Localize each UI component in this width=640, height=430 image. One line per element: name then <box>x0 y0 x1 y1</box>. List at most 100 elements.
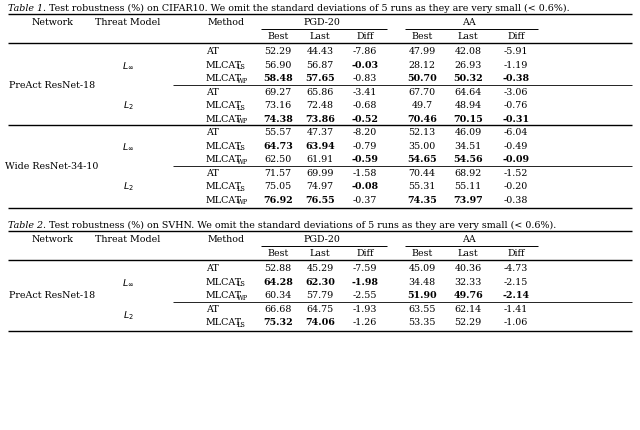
Text: MLCAT: MLCAT <box>206 182 242 191</box>
Text: -0.37: -0.37 <box>353 196 377 205</box>
Text: 34.51: 34.51 <box>454 142 482 151</box>
Text: 54.65: 54.65 <box>407 155 437 164</box>
Text: $L_2$: $L_2$ <box>123 99 133 112</box>
Text: 44.43: 44.43 <box>307 47 333 56</box>
Text: 58.48: 58.48 <box>263 74 293 83</box>
Text: 52.29: 52.29 <box>454 318 482 327</box>
Text: MLCAT: MLCAT <box>206 155 242 164</box>
Text: -4.73: -4.73 <box>504 264 528 273</box>
Text: 52.29: 52.29 <box>264 47 292 56</box>
Text: $L_\infty$: $L_\infty$ <box>122 60 134 71</box>
Text: MLCAT: MLCAT <box>206 115 242 124</box>
Text: 42.08: 42.08 <box>454 47 481 56</box>
Text: -6.04: -6.04 <box>504 128 528 137</box>
Text: AT: AT <box>206 47 219 56</box>
Text: 73.16: 73.16 <box>264 101 292 110</box>
Text: PGD-20: PGD-20 <box>303 18 340 27</box>
Text: MLCAT: MLCAT <box>206 61 242 70</box>
Text: Best: Best <box>268 32 289 41</box>
Text: $L_2$: $L_2$ <box>123 181 133 193</box>
Text: 64.64: 64.64 <box>454 88 482 97</box>
Text: 67.70: 67.70 <box>408 88 436 97</box>
Text: Diff: Diff <box>508 32 525 41</box>
Text: -3.41: -3.41 <box>353 88 377 97</box>
Text: 55.57: 55.57 <box>264 128 292 137</box>
Text: -0.38: -0.38 <box>502 74 529 83</box>
Text: MLCAT: MLCAT <box>206 142 242 151</box>
Text: 69.27: 69.27 <box>264 88 292 97</box>
Text: -1.26: -1.26 <box>353 318 377 327</box>
Text: Last: Last <box>458 249 478 258</box>
Text: Threat Model: Threat Model <box>95 235 161 244</box>
Text: 48.94: 48.94 <box>454 101 481 110</box>
Text: AT: AT <box>206 88 219 97</box>
Text: 74.97: 74.97 <box>307 182 333 191</box>
Text: 49.76: 49.76 <box>453 291 483 300</box>
Text: Test robustness (%) on SVHN. We omit the standard deviations of 5 runs as they a: Test robustness (%) on SVHN. We omit the… <box>46 221 556 230</box>
Text: $L_\infty$: $L_\infty$ <box>122 277 134 288</box>
Text: -3.06: -3.06 <box>504 88 528 97</box>
Text: MLCAT: MLCAT <box>206 101 242 110</box>
Text: MLCAT: MLCAT <box>206 318 242 327</box>
Text: 74.35: 74.35 <box>407 196 437 205</box>
Text: 76.55: 76.55 <box>305 196 335 205</box>
Text: -1.52: -1.52 <box>504 169 528 178</box>
Text: -1.58: -1.58 <box>353 169 377 178</box>
Text: 28.12: 28.12 <box>408 61 435 70</box>
Text: -2.14: -2.14 <box>502 291 529 300</box>
Text: LS: LS <box>237 185 245 193</box>
Text: -5.91: -5.91 <box>504 47 528 56</box>
Text: -8.20: -8.20 <box>353 128 377 137</box>
Text: 75.05: 75.05 <box>264 182 292 191</box>
Text: MLCAT: MLCAT <box>206 196 242 205</box>
Text: PreAct ResNet-18: PreAct ResNet-18 <box>9 291 95 300</box>
Text: -0.38: -0.38 <box>504 196 528 205</box>
Text: 75.32: 75.32 <box>263 318 293 327</box>
Text: $L_\infty$: $L_\infty$ <box>122 141 134 151</box>
Text: WP: WP <box>237 294 248 302</box>
Text: -0.68: -0.68 <box>353 101 377 110</box>
Text: WP: WP <box>237 117 248 126</box>
Text: 52.88: 52.88 <box>264 264 292 273</box>
Text: 46.09: 46.09 <box>454 128 482 137</box>
Text: 57.79: 57.79 <box>307 291 333 300</box>
Text: -7.86: -7.86 <box>353 47 377 56</box>
Text: 69.99: 69.99 <box>307 169 333 178</box>
Text: Best: Best <box>268 249 289 258</box>
Text: 45.09: 45.09 <box>408 264 436 273</box>
Text: LS: LS <box>237 321 245 329</box>
Text: 35.00: 35.00 <box>408 142 436 151</box>
Text: 57.65: 57.65 <box>305 74 335 83</box>
Text: 70.15: 70.15 <box>453 115 483 124</box>
Text: -2.15: -2.15 <box>504 278 528 287</box>
Text: MLCAT: MLCAT <box>206 278 242 287</box>
Text: 76.92: 76.92 <box>263 196 293 205</box>
Text: -0.31: -0.31 <box>502 115 529 124</box>
Text: 66.68: 66.68 <box>264 305 292 314</box>
Text: 64.75: 64.75 <box>307 305 333 314</box>
Text: 55.11: 55.11 <box>454 182 482 191</box>
Text: 70.44: 70.44 <box>408 169 435 178</box>
Text: Network: Network <box>31 235 73 244</box>
Text: 72.48: 72.48 <box>307 101 333 110</box>
Text: 47.99: 47.99 <box>408 47 436 56</box>
Text: Wide ResNet-34-10: Wide ResNet-34-10 <box>5 162 99 171</box>
Text: -1.06: -1.06 <box>504 318 528 327</box>
Text: MLCAT: MLCAT <box>206 74 242 83</box>
Text: AT: AT <box>206 169 219 178</box>
Text: Diff: Diff <box>356 249 374 258</box>
Text: 68.92: 68.92 <box>454 169 482 178</box>
Text: -7.59: -7.59 <box>353 264 377 273</box>
Text: -1.19: -1.19 <box>504 61 528 70</box>
Text: WP: WP <box>237 199 248 206</box>
Text: 63.94: 63.94 <box>305 142 335 151</box>
Text: -1.98: -1.98 <box>351 278 378 287</box>
Text: 62.14: 62.14 <box>454 305 481 314</box>
Text: LS: LS <box>237 104 245 112</box>
Text: 50.32: 50.32 <box>453 74 483 83</box>
Text: $L_2$: $L_2$ <box>123 310 133 322</box>
Text: MLCAT: MLCAT <box>206 291 242 300</box>
Text: 49.7: 49.7 <box>412 101 433 110</box>
Text: 34.48: 34.48 <box>408 278 436 287</box>
Text: 65.86: 65.86 <box>307 88 333 97</box>
